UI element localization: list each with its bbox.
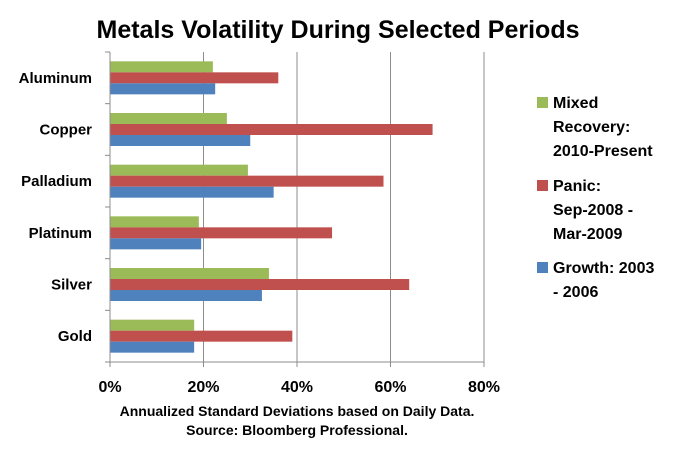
tick-labels: 0% 20% 40% 60% 80% bbox=[98, 379, 500, 396]
category-label-copper: Copper bbox=[40, 122, 93, 139]
bar-gold-series-0 bbox=[110, 319, 195, 331]
bar-aluminum-series-2 bbox=[110, 83, 216, 95]
x-axis-title-line-0: Annualized Standard Deviations based on … bbox=[120, 403, 475, 419]
legend-swatch-series-0 bbox=[537, 97, 548, 108]
bar-palladium-series-0 bbox=[110, 164, 248, 176]
bar-silver-series-2 bbox=[110, 290, 262, 301]
category-label-gold: Gold bbox=[58, 328, 92, 345]
grid-layer bbox=[203, 52, 485, 362]
legend-swatch-series-2 bbox=[537, 262, 548, 273]
legend-swatch-series-1 bbox=[537, 180, 548, 191]
x-tick-label-20: 20% bbox=[187, 379, 219, 396]
x-tick-label-40: 40% bbox=[281, 379, 313, 396]
category-label-aluminum: Aluminum bbox=[19, 70, 92, 87]
bar-gold-series-1 bbox=[110, 330, 293, 342]
x-tick-label-0: 0% bbox=[98, 379, 121, 396]
x-axis-title-line-1: Source: Bloomberg Professional. bbox=[186, 422, 408, 438]
bar-palladium-series-2 bbox=[110, 186, 274, 198]
category-label-palladium: Palladium bbox=[21, 173, 92, 190]
bar-copper-series-1 bbox=[110, 124, 433, 135]
bar-platinum-series-1 bbox=[110, 227, 333, 239]
legend-label-series-1-line-1: Sep-2008 - bbox=[553, 202, 633, 219]
bar-copper-series-2 bbox=[110, 135, 251, 146]
x-tick-label-60: 60% bbox=[374, 379, 406, 396]
chart-title: Metals Volatility During Selected Period… bbox=[97, 16, 580, 44]
bar-aluminum-series-1 bbox=[110, 72, 279, 84]
category-label-platinum: Platinum bbox=[29, 225, 92, 242]
axis-layer bbox=[105, 51, 485, 367]
legend-label-series-0-line-1: Recovery: bbox=[553, 119, 630, 136]
legend-label-series-0-line-0: Mixed bbox=[553, 95, 598, 112]
bar-silver-series-0 bbox=[110, 268, 269, 279]
bar-platinum-series-0 bbox=[110, 216, 199, 228]
legend-label-series-0-line-2: 2010-Present bbox=[553, 143, 653, 160]
legend-label-series-1-line-0: Panic: bbox=[553, 178, 601, 195]
legend-label-series-1-line-2: Mar-2009 bbox=[553, 226, 622, 243]
bars-layer bbox=[110, 61, 433, 353]
legend: Mixed Recovery: 2010-Present Panic: Sep-2008… bbox=[537, 95, 654, 301]
bar-aluminum-series-0 bbox=[110, 61, 213, 73]
x-axis-title: Annualized Standard Deviations based on … bbox=[120, 403, 475, 438]
bar-silver-series-1 bbox=[110, 279, 410, 290]
bar-gold-series-2 bbox=[110, 341, 195, 353]
x-tick-label-80: 80% bbox=[468, 379, 500, 396]
legend-label-series-2-line-1: - 2006 bbox=[553, 284, 598, 301]
bar-platinum-series-2 bbox=[110, 238, 202, 250]
category-labels: Aluminum Copper Palladium Platinum Silver Gol… bbox=[19, 70, 93, 345]
bar-palladium-series-1 bbox=[110, 175, 384, 187]
category-label-silver: Silver bbox=[51, 277, 92, 294]
bar-copper-series-0 bbox=[110, 113, 227, 124]
legend-label-series-2-line-0: Growth: 2003 bbox=[553, 260, 654, 277]
